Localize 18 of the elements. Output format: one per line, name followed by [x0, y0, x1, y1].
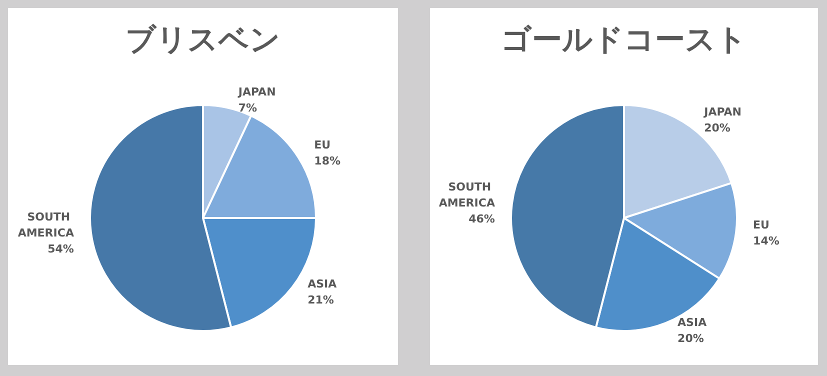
chart-title: ゴールドコースト [501, 22, 747, 58]
slice-label: JAPAN [237, 85, 276, 98]
slice-label: JAPAN [703, 106, 742, 119]
data-label: 7% [238, 101, 258, 114]
data-label: 21% [308, 294, 334, 307]
slice-label: EU [753, 218, 770, 232]
data-label: 54% [48, 242, 74, 256]
data-label: 14% [753, 234, 780, 248]
data-label: 18% [314, 154, 341, 168]
chart-title: ブリスベン [126, 22, 280, 58]
data-label: 46% [468, 212, 495, 226]
slice-label: ASIA [308, 278, 338, 291]
slice-label: EU [314, 138, 331, 152]
slice-label: SOUTH AMERICA [18, 210, 74, 240]
data-label: 20% [704, 122, 730, 135]
data-label: 20% [678, 332, 704, 346]
slice-label: SOUTH AMERICA [438, 180, 496, 210]
slice-label: ASIA [678, 316, 708, 330]
